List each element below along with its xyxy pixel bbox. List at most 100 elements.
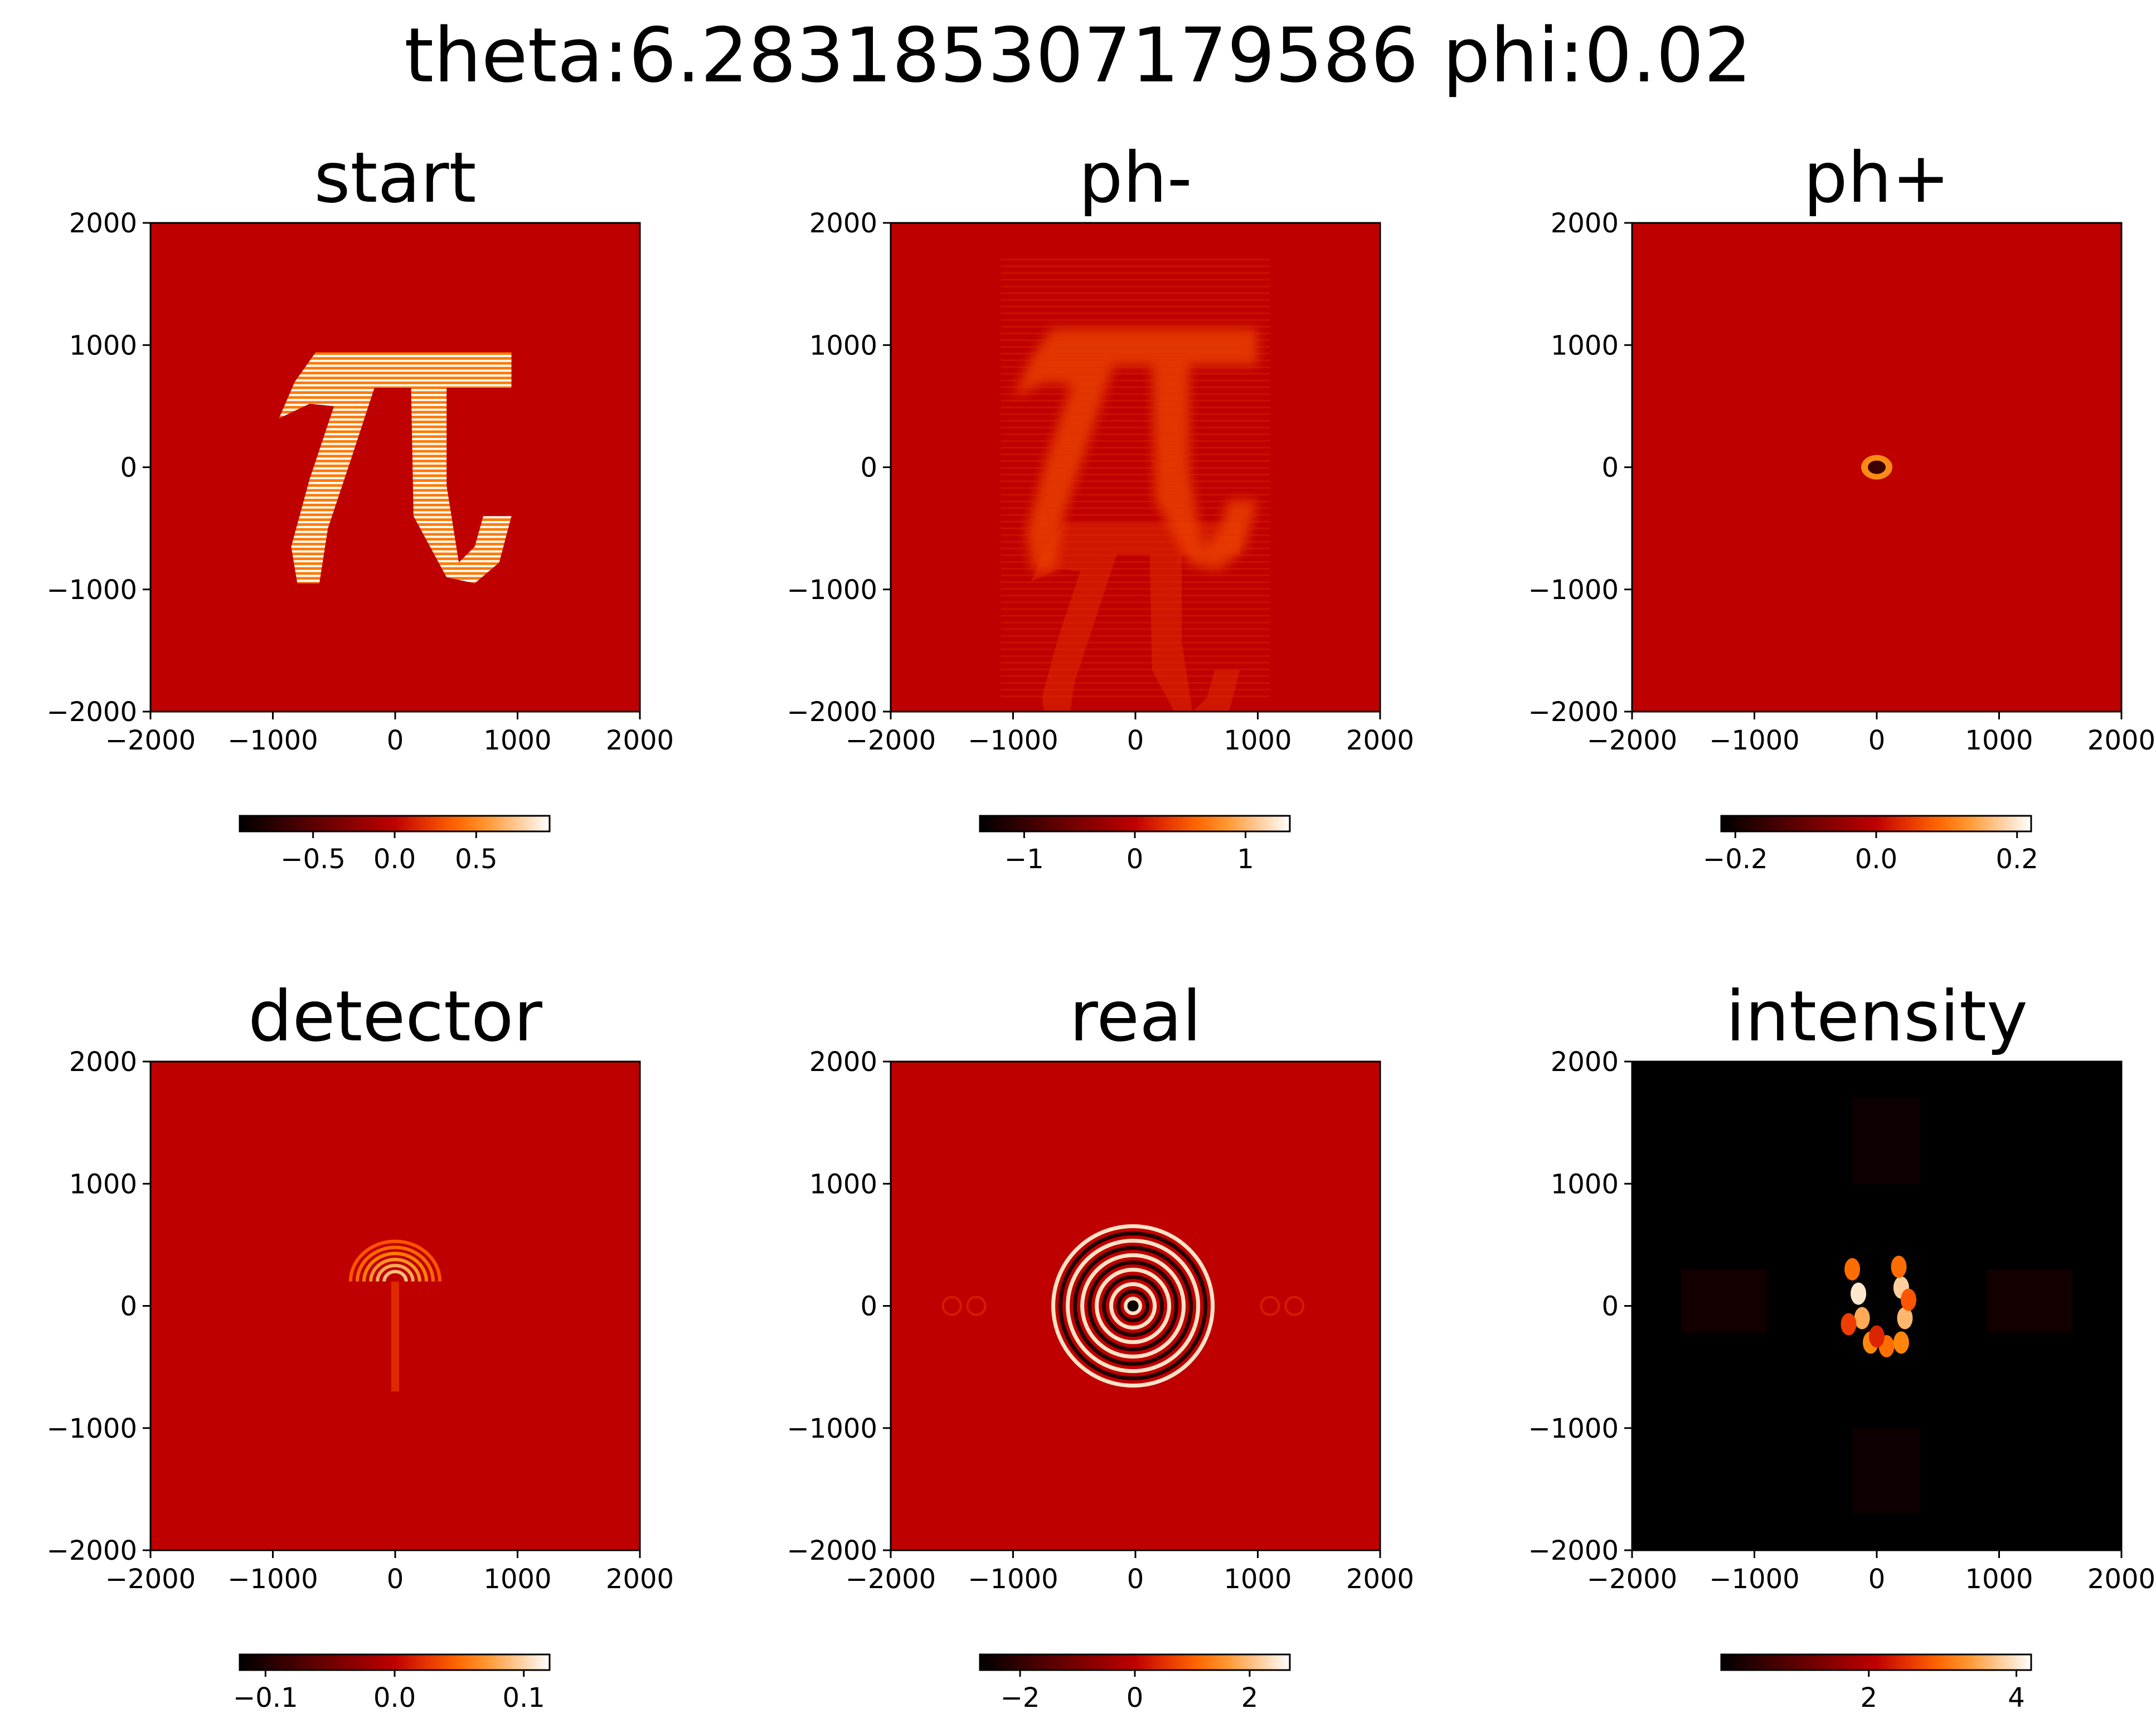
colorbar-tick-label: −2 [1001, 1682, 1040, 1714]
heatmap-image [1632, 223, 2121, 712]
colorbar-tick-label: 1 [1237, 844, 1254, 875]
heatmap-background [150, 223, 640, 712]
heatmap-image [150, 1062, 640, 1550]
speckle [1901, 1288, 1917, 1311]
interference-ring [1051, 1224, 1215, 1388]
panel-title: intensity [1726, 976, 2028, 1057]
y-tick-label: 2000 [809, 208, 877, 239]
panel-title: detector [248, 976, 542, 1057]
colorbar [979, 1653, 1291, 1671]
y-tick-label: 2000 [69, 208, 137, 239]
fringe-arc [369, 1258, 421, 1282]
x-tick-label: −2000 [846, 725, 936, 756]
x-tick-label: −2000 [105, 725, 196, 756]
speckle [1891, 1255, 1907, 1278]
colorbar-tick-label: 0.0 [373, 844, 416, 875]
cross-lobe [1852, 1428, 1920, 1514]
speckle [1844, 1258, 1861, 1281]
speckle [1854, 1307, 1870, 1330]
pi-glyph-faint [1031, 523, 1240, 712]
x-tick-label: 0 [1868, 1564, 1886, 1595]
y-tick-label: −1000 [787, 575, 877, 606]
pi-stripe [279, 374, 512, 377]
y-tick-label: 2000 [1551, 208, 1619, 239]
x-tick-label: 1000 [1223, 1564, 1291, 1595]
x-tick-label: −1000 [227, 1564, 318, 1595]
cross-lobe [1681, 1269, 1767, 1333]
colorbar-tick-label: 2 [1241, 1682, 1259, 1714]
x-tick-label: −2000 [1587, 1564, 1677, 1595]
x-tick-label: −1000 [968, 1564, 1058, 1595]
x-tick-label: 1000 [483, 725, 551, 756]
speckle [1897, 1307, 1913, 1330]
panel-title: real [1069, 976, 1202, 1057]
y-tick-label: 0 [860, 1291, 877, 1322]
y-tick-label: −2000 [1528, 697, 1619, 728]
x-tick-label: 2000 [2087, 1564, 2155, 1595]
y-tick-label: 0 [120, 1291, 137, 1322]
heatmap-background [891, 223, 1380, 712]
interference-ring [1066, 1239, 1201, 1373]
colorbar [239, 815, 551, 833]
colorbar-tick-label: 0 [1126, 844, 1144, 875]
colorbar [239, 1653, 551, 1671]
pi-stripe [279, 369, 512, 372]
colorbar-tick-label: 0.2 [1996, 844, 2038, 875]
cross-lobe [1852, 1098, 1920, 1184]
y-tick-label: −1000 [1528, 1413, 1619, 1444]
interference-ring [1087, 1260, 1179, 1351]
y-tick-label: −1000 [1528, 575, 1619, 606]
y-tick-label: 1000 [1551, 330, 1619, 361]
colorbar-tick-label: 0 [1126, 1682, 1144, 1714]
colorbar [1720, 815, 2032, 833]
speckle [1893, 1331, 1909, 1354]
x-tick-label: 0 [387, 1564, 404, 1595]
y-tick-label: 1000 [69, 330, 137, 361]
colorbar-tick-label: 0.0 [373, 1682, 416, 1714]
x-tick-label: 2000 [1346, 725, 1414, 756]
panel-title: ph+ [1803, 138, 1950, 218]
side-lobe [1260, 1296, 1280, 1316]
colorbar-tick-label: −0.5 [280, 844, 346, 875]
colorbar-tick-label: 0.0 [1855, 844, 1897, 875]
fringe-arc [376, 1264, 415, 1282]
colorbar-tick-label: −0.1 [233, 1682, 298, 1714]
heatmap-image [150, 223, 640, 712]
panel-title: ph- [1079, 138, 1192, 218]
pi-stripe [279, 359, 512, 362]
colorbar-tick-label: 2 [1860, 1682, 1877, 1714]
x-tick-label: 0 [1868, 725, 1886, 756]
figure-title: theta:6.283185307179586 phi:0.02 [404, 12, 1752, 99]
fringe-arc [348, 1239, 442, 1282]
fringe-arc [355, 1245, 435, 1282]
y-tick-label: −1000 [787, 1413, 877, 1444]
y-tick-label: −2000 [47, 1535, 137, 1566]
interference-ring [1116, 1289, 1150, 1322]
x-tick-label: 2000 [2087, 725, 2155, 756]
y-tick-label: 1000 [1551, 1169, 1619, 1200]
x-tick-label: 2000 [606, 725, 674, 756]
speckle [1851, 1282, 1867, 1305]
y-tick-label: −2000 [47, 697, 137, 728]
pi-stripe [279, 379, 512, 382]
y-tick-label: −2000 [787, 697, 877, 728]
y-tick-label: −2000 [787, 1535, 877, 1566]
interference-ring [1109, 1282, 1157, 1330]
x-tick-label: 0 [1127, 1564, 1144, 1595]
pi-stripe [279, 364, 512, 367]
x-tick-label: −1000 [1709, 1564, 1799, 1595]
x-tick-label: −2000 [846, 1564, 936, 1595]
y-tick-label: 2000 [69, 1047, 137, 1078]
y-tick-label: 2000 [809, 1047, 877, 1078]
side-lobe [966, 1296, 987, 1316]
colorbar-tick-label: 0.1 [502, 1682, 545, 1714]
center-spot-core [1868, 460, 1886, 474]
y-tick-label: −1000 [47, 1413, 137, 1444]
x-tick-label: 0 [1127, 725, 1144, 756]
interference-ring [1124, 1297, 1143, 1315]
interference-ring [1058, 1232, 1208, 1380]
ring-center [1127, 1300, 1139, 1312]
